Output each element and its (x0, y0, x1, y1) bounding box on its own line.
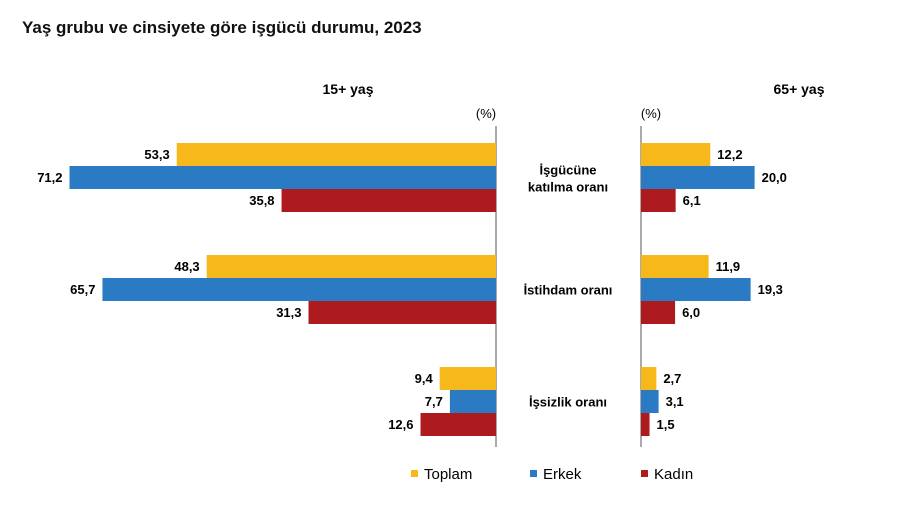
bar-15plus-toplam-1 (206, 255, 497, 278)
panel-title-65plus: 65+ yaş (774, 81, 825, 97)
data-label-65plus-erkek-0: 20,0 (762, 170, 787, 185)
data-label-15plus-toplam-2: 9,4 (415, 371, 434, 386)
data-label-65plus-kadın-2: 1,5 (657, 417, 675, 432)
bar-15plus-kadın-1 (308, 301, 496, 324)
data-label-65plus-kadın-0: 6,1 (683, 193, 701, 208)
bar-15plus-kadın-2 (420, 413, 496, 436)
data-label-65plus-toplam-1: 11,9 (716, 259, 741, 274)
data-label-65plus-kadın-1: 6,0 (682, 305, 700, 320)
bar-15plus-erkek-1 (102, 278, 496, 301)
bar-65plus-kadın-0 (641, 189, 676, 212)
category-label-0: İşgücüne katılma oranı (528, 163, 608, 195)
data-label-15plus-toplam-0: 53,3 (144, 147, 169, 162)
data-label-15plus-kadın-0: 35,8 (249, 193, 274, 208)
data-label-15plus-kadın-2: 12,6 (388, 417, 413, 432)
bar-65plus-erkek-2 (641, 390, 659, 413)
data-label-15plus-erkek-0: 71,2 (37, 170, 62, 185)
legend-label-erkek: Erkek (543, 466, 582, 483)
data-label-65plus-erkek-2: 3,1 (666, 394, 684, 409)
bar-65plus-toplam-1 (641, 255, 709, 278)
panel-title-15plus: 15+ yaş (323, 81, 374, 97)
data-label-15plus-erkek-2: 7,7 (425, 394, 443, 409)
bar-15plus-erkek-2 (449, 390, 496, 413)
bar-15plus-kadın-0 (281, 189, 496, 212)
bar-15plus-toplam-0 (176, 143, 496, 166)
bar-15plus-erkek-0 (69, 166, 497, 189)
category-label-2: İşsizlik oranı (529, 395, 607, 410)
bar-65plus-erkek-1 (641, 278, 751, 301)
legend-swatch-erkek (530, 470, 537, 477)
data-label-65plus-toplam-2: 2,7 (663, 371, 681, 386)
data-label-15plus-toplam-1: 48,3 (174, 259, 199, 274)
legend-label-toplam: Toplam (424, 466, 472, 483)
data-label-15plus-kadın-1: 31,3 (276, 305, 301, 320)
category-label-line: katılma oranı (528, 180, 608, 195)
legend-swatch-toplam (411, 470, 418, 477)
bar-65plus-toplam-2 (641, 367, 657, 390)
data-label-65plus-toplam-0: 12,2 (717, 147, 742, 162)
category-label-line: İşsizlik oranı (529, 395, 607, 410)
data-label-15plus-erkek-1: 65,7 (70, 282, 95, 297)
unit-label-15plus: (%) (476, 106, 496, 121)
data-label-65plus-erkek-1: 19,3 (758, 282, 783, 297)
legend-label-kadın: Kadın (654, 466, 693, 483)
category-label-line: İstihdam oranı (524, 283, 613, 298)
chart-title: Yaş grubu ve cinsiyete göre işgücü durum… (22, 18, 422, 37)
bar-65plus-kadın-2 (641, 413, 650, 436)
unit-label-65plus: (%) (641, 106, 661, 121)
legend-swatch-kadın (641, 470, 648, 477)
bar-15plus-toplam-2 (439, 367, 496, 390)
category-label-1: İstihdam oranı (524, 283, 613, 298)
bar-65plus-kadın-1 (641, 301, 676, 324)
bar-65plus-toplam-0 (641, 143, 711, 166)
bar-65plus-erkek-0 (641, 166, 755, 189)
category-label-line: İşgücüne (539, 163, 596, 178)
